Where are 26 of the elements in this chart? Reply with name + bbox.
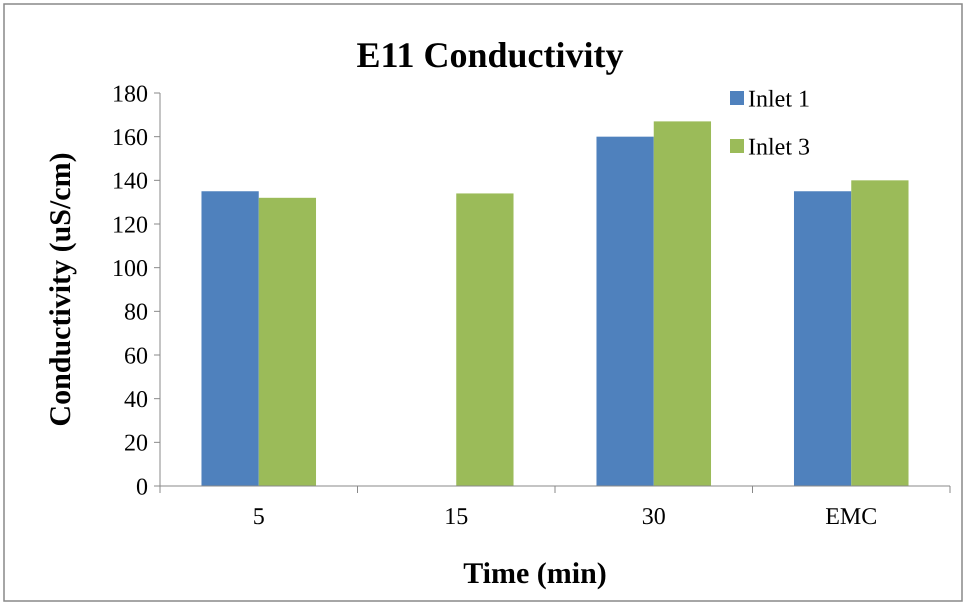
y-axis-title: Conductivity (uS/cm): [44, 152, 77, 427]
y-tick-label: 100: [112, 256, 148, 282]
bar: [851, 180, 909, 486]
y-tick-label: 0: [136, 474, 148, 500]
bar: [456, 193, 514, 486]
x-tick-label: 30: [642, 504, 666, 530]
chart-title: E11 Conductivity: [356, 35, 624, 75]
bar: [596, 136, 654, 486]
y-tick-label: 60: [124, 343, 148, 370]
y-tick-label: 180: [112, 81, 148, 108]
y-tick-label: 40: [124, 387, 148, 414]
bar: [258, 198, 316, 486]
y-tick-label: 20: [124, 430, 148, 457]
y-tick-label: 160: [112, 125, 148, 152]
bar: [201, 191, 259, 486]
bar: [654, 121, 712, 486]
bar: [794, 191, 852, 486]
legend-label: Inlet 3: [748, 134, 810, 160]
y-tick-label: 140: [112, 168, 148, 195]
legend-label: Inlet 1: [748, 86, 810, 112]
y-tick-label: 120: [112, 212, 148, 238]
x-tick-label: 15: [444, 504, 468, 530]
y-tick-label: 80: [124, 300, 148, 326]
x-tick-label: EMC: [825, 504, 878, 530]
x-axis-title: Time (min): [463, 557, 607, 590]
x-tick-label: 5: [252, 504, 265, 530]
